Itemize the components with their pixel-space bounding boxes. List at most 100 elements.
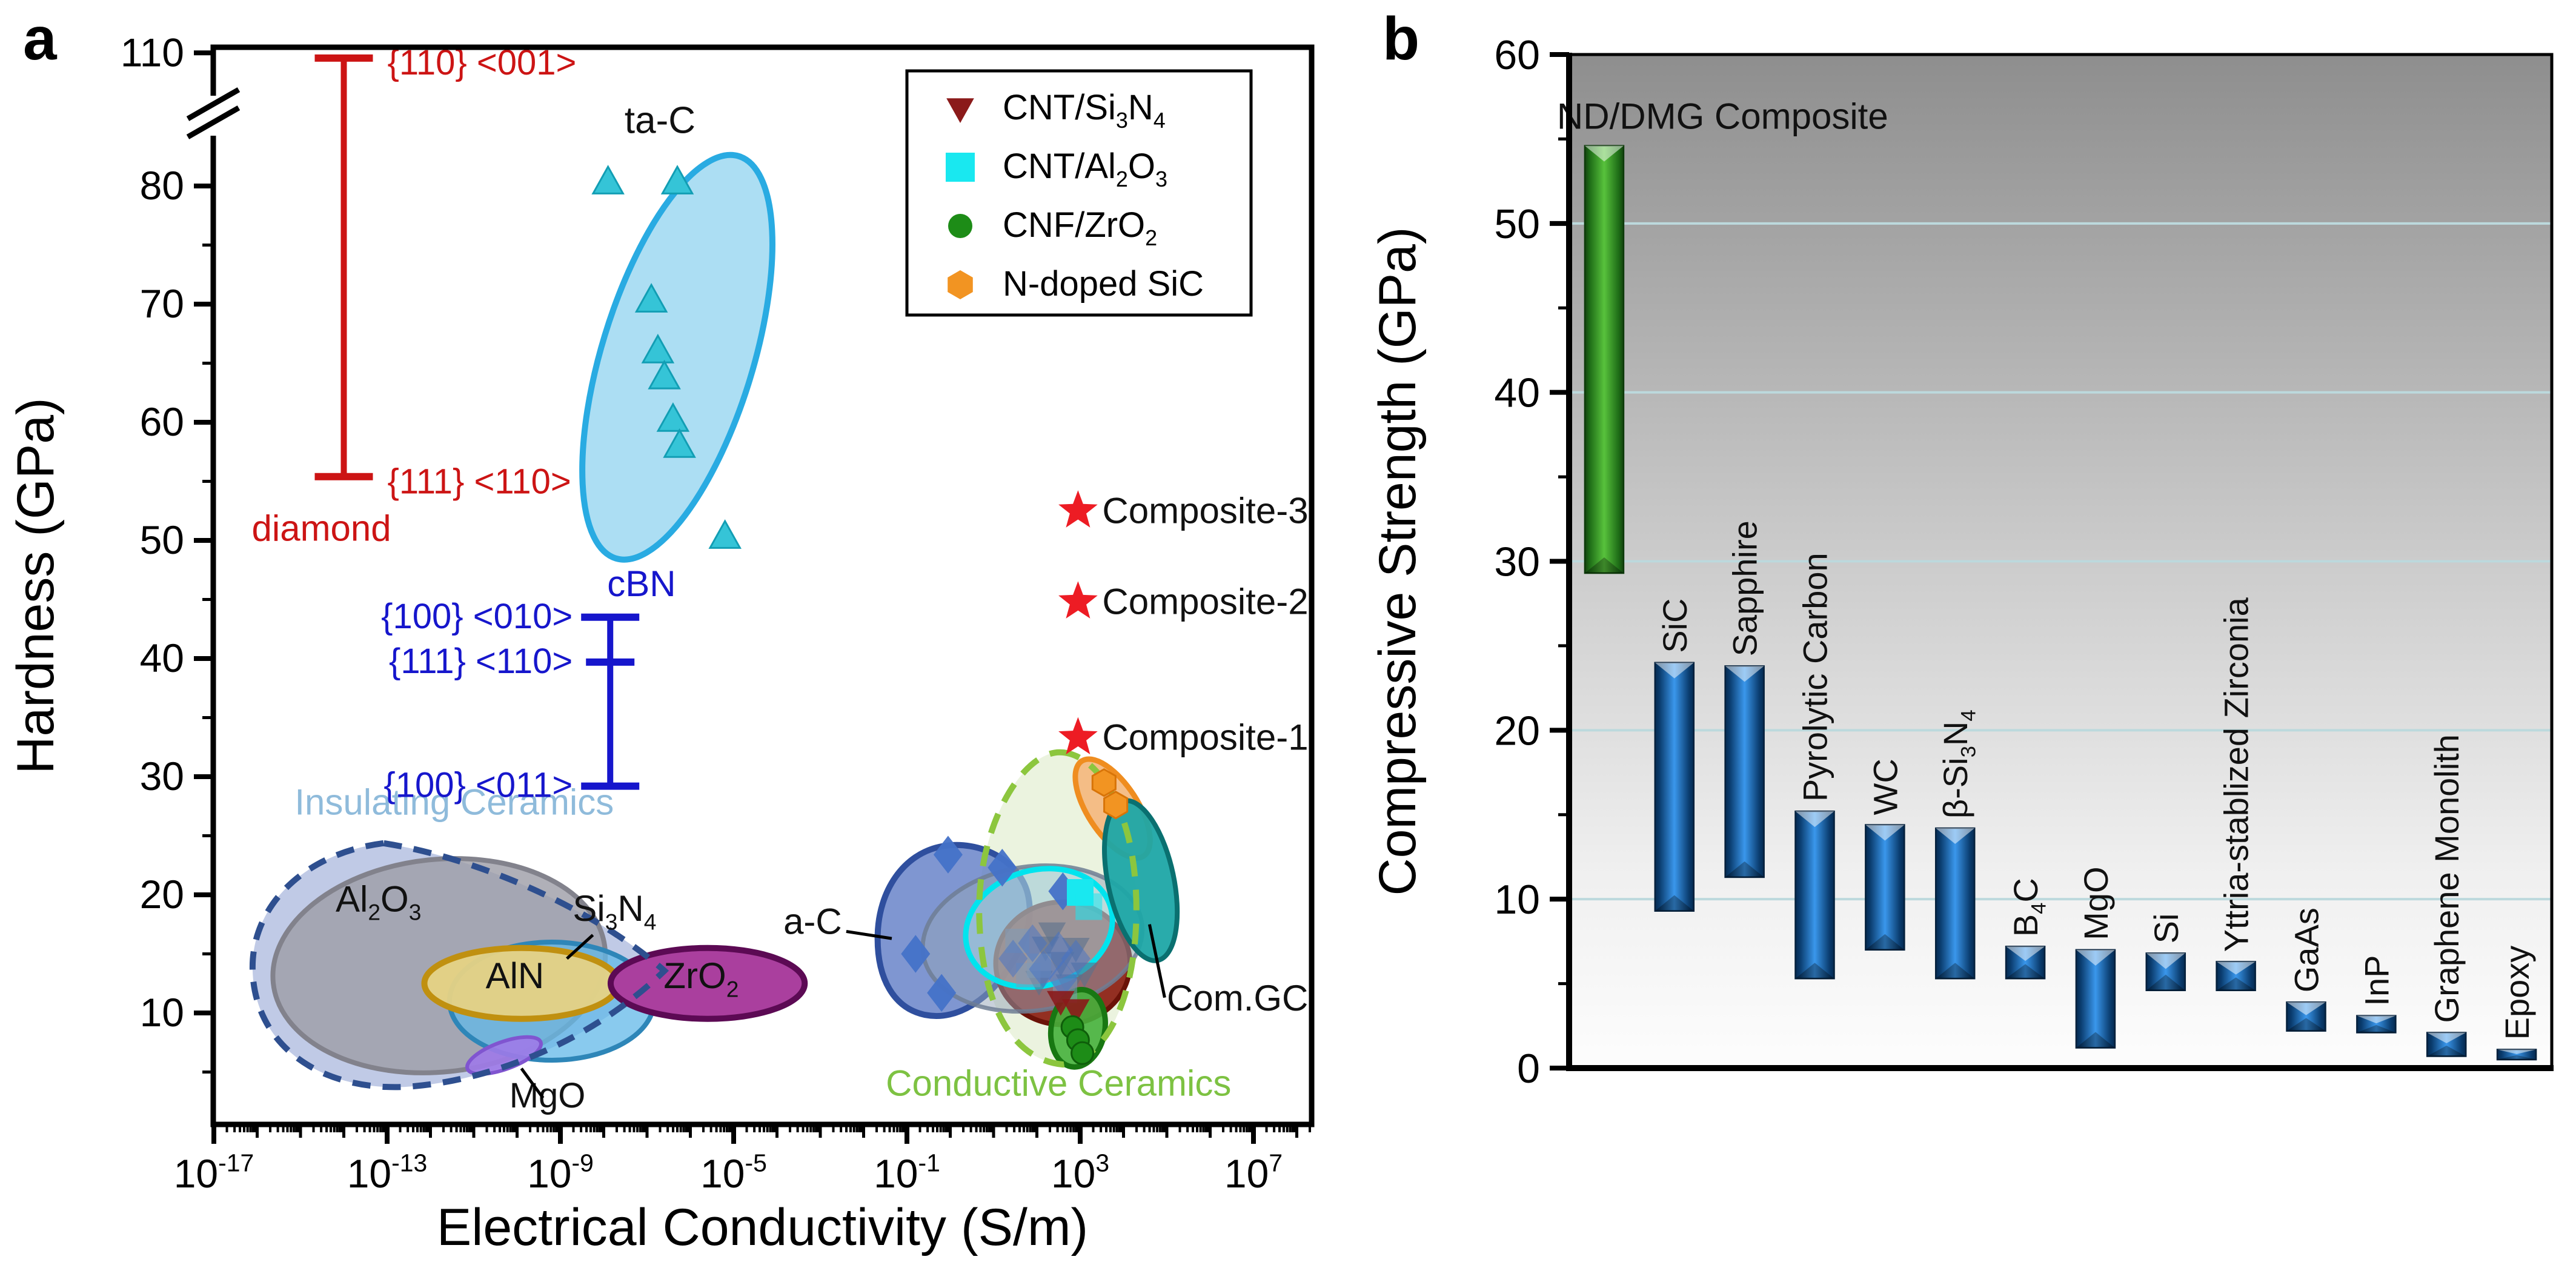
panel-a-label: a	[23, 5, 57, 73]
diamond-hardness-range-title: diamond	[252, 508, 391, 549]
ta-c-points-marker	[648, 359, 681, 390]
bar-bottom-bevel	[2216, 977, 2256, 991]
aln-region-label: AlN	[486, 955, 545, 996]
a-c-points-marker	[901, 935, 931, 973]
bar-label: ND/DMG Composite	[1557, 96, 1888, 137]
y-tick-label: 10	[1494, 877, 1540, 923]
y-tick-label: 60	[1494, 32, 1540, 78]
cnt-al2o3-points-faded-marker	[1075, 893, 1103, 920]
composite-star-label: Composite-1	[1102, 717, 1308, 758]
panel-b-label: b	[1383, 5, 1420, 73]
si3n4-region-label: Si3N4	[573, 888, 656, 934]
diamond-hardness-range-annotation: {111} <110>	[388, 462, 571, 502]
bar-top-bevel	[1655, 662, 1694, 679]
bar-label: InP	[2357, 955, 2395, 1006]
panel-a-chart: Al2O3 Si3N4 AlN ZrO2 MgO Insulating Ceramics a…	[7, 30, 1315, 1256]
ta-c-points-marker	[591, 165, 625, 194]
bar-top-bevel	[1795, 811, 1834, 828]
panel-a-legend: CNT/Si3N4 CNT/Al2O3 CNF/ZrO2 N-doped SiC	[905, 69, 1253, 317]
y-tick-label: 20	[140, 872, 184, 917]
bar-label: Graphene Monolith	[2428, 734, 2466, 1023]
n-doped-sic-points-marker	[1091, 768, 1117, 797]
legend-item-label: N-doped SiC	[1003, 264, 1204, 304]
bar-label: Yttria-stablized Zirconia	[2217, 597, 2256, 952]
cbn-hardness-range-annotation: {100} <011>	[383, 766, 573, 805]
conductive-ceramics-border-label: Conductive Ceramics	[886, 1063, 1231, 1104]
legend-item-label: CNT/Al2O3	[1003, 147, 1167, 191]
y-tick-label: 40	[140, 636, 184, 680]
bar-top-bevel	[2286, 1002, 2326, 1015]
panel-a-series: Composite-3 Composite-2 Composite-1	[591, 165, 1309, 1065]
panel-b-chart: ND/DMG Composite SiC Sapphire Pyrolytic Car…	[1369, 32, 2554, 1092]
panel-a-annotations: ta-C	[520, 99, 1166, 1099]
a-c-points-marker	[933, 835, 963, 874]
x-tick-label: 10-5	[700, 1149, 767, 1196]
bar-bottom-bevel	[1795, 963, 1834, 979]
ta-c-region	[579, 151, 775, 563]
bar-material	[1934, 827, 1976, 980]
a-c-points-marker	[988, 848, 1017, 887]
bar-material	[2075, 949, 2116, 1049]
legend-square-marker	[946, 153, 975, 182]
legend-hexagon-marker	[948, 270, 973, 299]
y-tick-label: 70	[140, 281, 184, 326]
overlay-gray-triangles-marker	[1038, 922, 1066, 948]
y-axis-break-slash	[186, 105, 241, 139]
y-tick-label: 110	[121, 30, 184, 75]
bar-bottom-bevel	[2286, 1018, 2326, 1031]
conductive-ceramics-border	[976, 749, 1140, 1068]
ta-c-points-marker	[634, 283, 668, 313]
x-tick-label: 103	[1051, 1149, 1109, 1196]
bar-label: Epoxy	[2498, 946, 2536, 1040]
bar-top-bevel	[2357, 1015, 2396, 1024]
bar-bottom-bevel	[2146, 974, 2185, 991]
bar-top-bevel	[2146, 953, 2185, 969]
bar-top-bevel	[1936, 828, 1975, 845]
ta-c-points-marker	[656, 402, 690, 432]
bar-bottom-bevel	[1865, 934, 1905, 950]
bar-label: SiC	[1656, 599, 1694, 653]
bar-top-bevel	[1584, 145, 1624, 162]
legend-triangle-down-marker	[946, 98, 974, 123]
bar-top-bevel	[2497, 1049, 2537, 1054]
cnt-si3n4-points-marker	[1062, 999, 1090, 1024]
mgo-pointer	[520, 1067, 545, 1099]
com-gc-pointer	[1147, 924, 1166, 998]
bar-top-bevel	[1865, 825, 1905, 841]
bar-bottom-bevel	[2006, 964, 2045, 979]
bar-top-bevel	[2427, 1032, 2466, 1044]
composites-marker	[1058, 717, 1098, 755]
composites-marker	[1058, 581, 1098, 619]
bar-bottom-bevel	[1584, 557, 1624, 574]
composites-marker	[1058, 490, 1098, 528]
x-tick-label: 10-13	[347, 1149, 428, 1196]
cbn-hardness-range-annotation: {100} <010>	[381, 597, 573, 636]
a-c-points-marker	[927, 974, 957, 1012]
bar-material	[1865, 824, 1905, 951]
ta-c-points-marker	[641, 333, 675, 363]
panel-a-ylabel: Hardness (GPa)	[7, 397, 65, 774]
x-tick-label: 107	[1224, 1149, 1283, 1196]
y-axis-break-slash	[186, 87, 241, 121]
panel-b-axes: 0 10 20 30 40 50 60 Compressive Strength (GPa)	[1369, 32, 2554, 1092]
y-tick-label: 50	[1494, 201, 1540, 247]
composite-star-label: Composite-3	[1102, 490, 1308, 531]
si3n4-pointer	[566, 934, 594, 960]
legend-item-label: CNT/Si3N4	[1003, 88, 1166, 133]
panel-a-regions	[249, 151, 1180, 1090]
y-tick-label: 60	[140, 399, 184, 444]
cnf-zro2-points-marker	[1071, 1041, 1095, 1065]
x-tick-label: 10-9	[527, 1149, 594, 1196]
cbn-hardness-range-annotation: {111} <110>	[389, 642, 573, 681]
a-c-points-faded-marker	[998, 940, 1028, 978]
ta-c-points-marker	[660, 165, 694, 194]
bar-material	[1654, 662, 1695, 912]
bar-label: Si	[2147, 914, 2185, 944]
zro2-region-label: ZrO2	[663, 955, 739, 1001]
legend-item-label: CNF/ZrO2	[1003, 205, 1157, 250]
bar-label: Sapphire	[1726, 520, 1764, 656]
bar-bottom-bevel	[2497, 1055, 2537, 1060]
bar-label: GaAs	[2288, 908, 2326, 992]
insulating-ceramics-border-label: Insulating Ceramics	[294, 782, 614, 822]
